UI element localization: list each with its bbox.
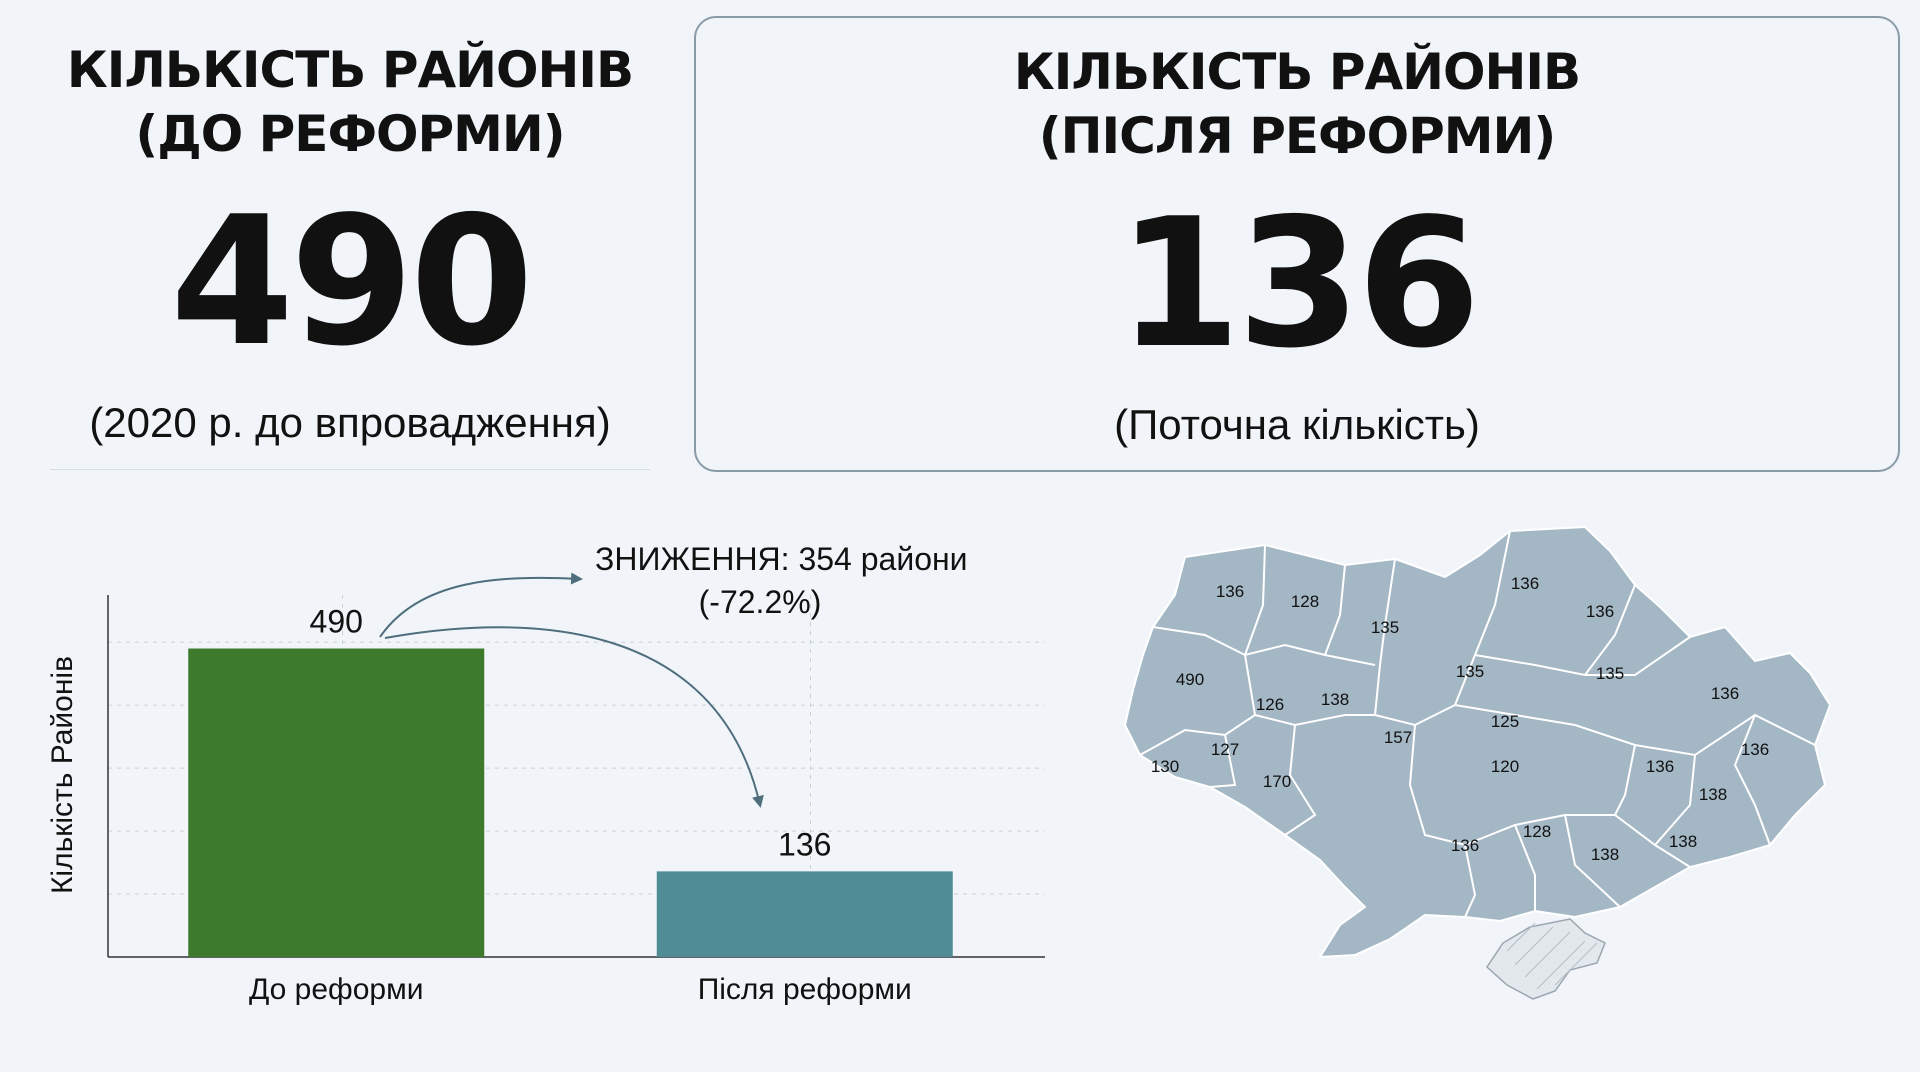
map-label-1: 128 [1291, 592, 1319, 611]
annotation-percent: (-72.2%) [699, 584, 822, 620]
map-label-22: 138 [1591, 845, 1619, 864]
x-tick-label-0: До реформи [249, 973, 423, 1006]
bar-0 [188, 648, 485, 957]
stat-after-title-line2: (ПІСЛЯ РЕФОРМИ) [1038, 107, 1556, 165]
map-labels: 136 128 135 136 136 490 126 138 135 135 136 127 157 1… [1151, 574, 1769, 864]
stat-before-title-line1: КІЛЬКІСТЬ РАЙОНІВ [66, 41, 634, 99]
map-label-20: 136 [1451, 836, 1479, 855]
map-label-6: 126 [1256, 695, 1284, 714]
map-label-19: 138 [1699, 785, 1727, 804]
stat-before-title: КІЛЬКІСТЬ РАЙОНІВ (ДО РЕФОРМИ) [40, 38, 660, 166]
map-label-21: 128 [1523, 822, 1551, 841]
annotation-arrow-upper [379, 572, 583, 638]
map-label-10: 136 [1711, 684, 1739, 703]
annotation-reduction: ЗНИЖЕННЯ: 354 райони [595, 541, 968, 577]
stat-after-reform: КІЛЬКІСТЬ РАЙОНІВ (ПІСЛЯ РЕФОРМИ) 136 (П… [694, 16, 1900, 472]
map-label-17: 120 [1491, 757, 1519, 776]
map-label-16: 170 [1263, 772, 1291, 791]
map-label-0: 136 [1216, 582, 1244, 601]
map-label-9: 135 [1596, 664, 1624, 683]
map-label-18: 136 [1646, 757, 1674, 776]
map-label-7: 138 [1321, 690, 1349, 709]
map-silhouette [1123, 525, 1832, 1000]
stat-after-value: 136 [1117, 180, 1481, 387]
bar-chart: 490 До реформи 136 Після реформи Кількість … [46, 541, 1045, 1006]
annotation-arrow-lower [384, 626, 764, 808]
data-label-0: 490 [310, 604, 363, 640]
map-label-13: 125 [1491, 712, 1519, 731]
bar-1 [656, 871, 953, 957]
x-tick-label-1: Після реформи [698, 973, 912, 1006]
map-label-14: 136 [1741, 740, 1769, 759]
region-borders [1139, 530, 1816, 918]
stat-before-note: (2020 р. до впровадження) [89, 399, 611, 446]
map-label-2: 135 [1371, 618, 1399, 637]
chart-bars: 490 До реформи 136 Після реформи [188, 604, 953, 1006]
y-axis-label: Кількість Районів [46, 656, 79, 894]
map-label-4: 136 [1586, 602, 1614, 621]
crimea-region [1486, 918, 1606, 1000]
map-label-3: 136 [1511, 574, 1539, 593]
ukraine-map: 136 128 135 136 136 490 126 138 135 135 136 127 157 1… [1123, 525, 1832, 1000]
map-label-12: 157 [1384, 728, 1412, 747]
stat-after-title: КІЛЬКІСТЬ РАЙОНІВ (ПІСЛЯ РЕФОРМИ) [696, 40, 1898, 168]
map-label-5: 490 [1176, 670, 1204, 689]
stat-after-title-line1: КІЛЬКІСТЬ РАЙОНІВ [1013, 43, 1581, 101]
map-label-23: 138 [1669, 832, 1697, 851]
stat-before-value: 490 [170, 178, 534, 385]
map-label-15: 130 [1151, 757, 1179, 776]
divider [50, 469, 650, 470]
stat-before-reform: КІЛЬКІСТЬ РАЙОНІВ (ДО РЕФОРМИ) 490 (2020… [40, 20, 660, 470]
map-label-8: 135 [1456, 662, 1484, 681]
stat-after-note: (Поточна кількість) [1114, 401, 1480, 448]
stat-before-title-line2: (ДО РЕФОРМИ) [135, 105, 565, 163]
data-label-1: 136 [778, 826, 831, 862]
map-label-11: 127 [1211, 740, 1239, 759]
